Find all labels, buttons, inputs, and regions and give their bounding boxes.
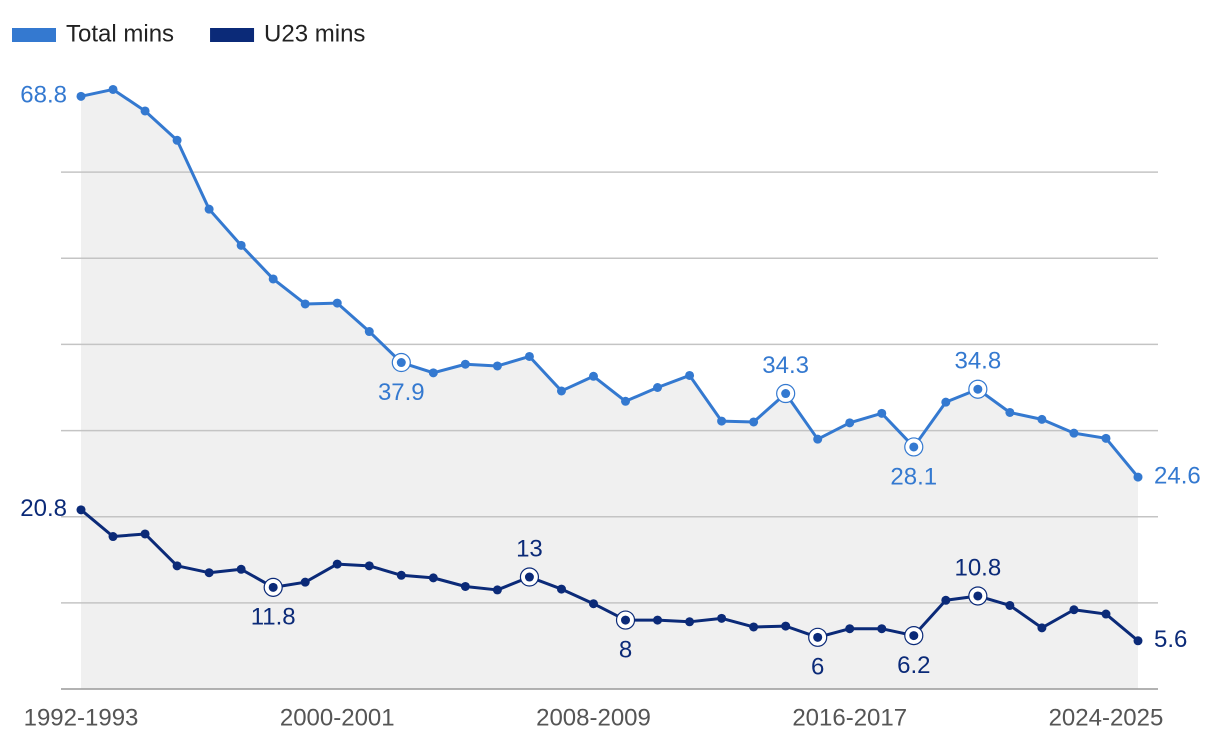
point [108, 532, 118, 542]
point [492, 361, 502, 371]
point [396, 570, 406, 580]
point [877, 624, 887, 634]
point [685, 617, 695, 627]
point [556, 584, 566, 594]
data-label: 5.6 [1154, 626, 1187, 653]
x-tick-label: 1992-1993 [24, 704, 139, 731]
point [268, 274, 278, 284]
point [621, 396, 631, 406]
point [973, 384, 983, 394]
x-tick-label: 2008-2009 [536, 704, 651, 731]
data-label: 8 [619, 636, 632, 663]
point [524, 572, 534, 582]
point [332, 298, 342, 308]
data-label: 10.8 [954, 554, 1001, 581]
point [685, 370, 695, 380]
point [621, 615, 631, 625]
data-label: 13 [516, 535, 543, 562]
point [236, 240, 246, 250]
point [172, 135, 182, 145]
data-label: 6 [811, 654, 824, 681]
point [717, 416, 727, 426]
point [1069, 428, 1079, 438]
x-tick-label: 2024-2025 [1049, 704, 1164, 731]
point [332, 559, 342, 569]
data-label: 34.3 [762, 352, 809, 379]
point [1101, 433, 1111, 443]
point [1005, 600, 1015, 610]
point [268, 582, 278, 592]
legend-swatch [210, 28, 255, 42]
point [749, 622, 759, 632]
point [236, 564, 246, 574]
point [364, 561, 374, 571]
point [492, 585, 502, 595]
point [364, 327, 374, 337]
point [300, 299, 310, 309]
point [140, 106, 150, 116]
point [140, 529, 150, 539]
point [428, 368, 438, 378]
data-label: 11.8 [251, 604, 296, 631]
point [845, 624, 855, 634]
data-label: 28.1 [890, 463, 937, 490]
data-label: 24.6 [1154, 462, 1201, 489]
point [1069, 605, 1079, 615]
point [108, 84, 118, 94]
point [781, 389, 791, 399]
data-label: 20.8 [20, 495, 67, 522]
point [76, 505, 86, 515]
data-label: 34.8 [954, 348, 1001, 375]
point [909, 442, 919, 452]
data-label: 6.2 [897, 652, 930, 679]
point [941, 397, 951, 407]
point [204, 568, 214, 578]
point [588, 371, 598, 381]
data-label: 37.9 [378, 379, 425, 406]
point [460, 581, 470, 591]
point [813, 632, 823, 642]
point [717, 613, 727, 623]
point [653, 615, 663, 625]
point [909, 631, 919, 641]
line [80, 87, 1140, 479]
line [80, 508, 1139, 642]
point [877, 408, 887, 418]
point [76, 91, 86, 101]
legend-label: Total mins [66, 20, 174, 47]
x-tick-label: 2000-2001 [280, 704, 395, 731]
data-label: 68.8 [20, 82, 67, 109]
point [1133, 472, 1143, 482]
point [1101, 609, 1111, 619]
point [653, 383, 663, 392]
legend-label: U23 mins [264, 20, 365, 47]
point [172, 561, 182, 571]
x-tick-label: 2016-2017 [792, 704, 907, 731]
point [556, 386, 566, 396]
legend-swatch [12, 28, 56, 42]
point [813, 434, 823, 444]
point [1133, 636, 1143, 646]
point [845, 418, 855, 428]
point [749, 417, 759, 427]
point [941, 595, 951, 605]
point [396, 358, 406, 368]
point [204, 204, 214, 214]
point [588, 599, 598, 609]
point [1037, 623, 1047, 633]
point [300, 577, 310, 587]
point [781, 621, 791, 631]
point [1005, 407, 1015, 417]
point [973, 591, 983, 601]
point [428, 573, 438, 583]
point [1037, 414, 1047, 424]
point [460, 359, 470, 369]
point [524, 351, 534, 361]
